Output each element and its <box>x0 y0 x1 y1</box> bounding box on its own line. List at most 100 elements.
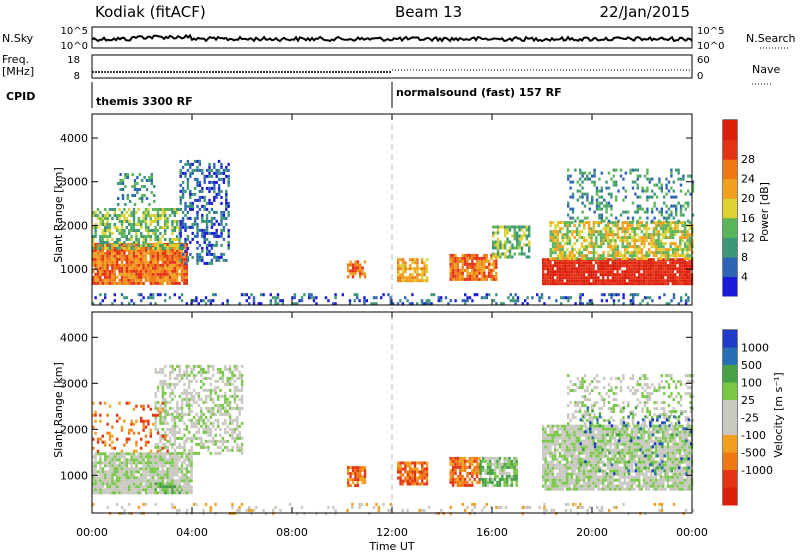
heatmap-cell <box>189 252 192 256</box>
heatmap-cell <box>421 473 424 477</box>
heatmap-cell <box>561 227 564 231</box>
heatmap-cell <box>185 391 189 395</box>
heatmap-cell <box>605 204 608 208</box>
heatmap-cell <box>159 458 162 462</box>
heatmap-cell <box>351 466 355 470</box>
heatmap-cell <box>164 412 167 416</box>
heatmap-cell <box>686 248 689 252</box>
heatmap-cell <box>556 245 560 249</box>
heatmap-cell <box>180 418 184 422</box>
heatmap-cell <box>612 293 616 297</box>
heatmap-cell <box>619 236 622 240</box>
heatmap-cell <box>193 216 197 220</box>
heatmap-cell <box>623 276 626 280</box>
heatmap-cell <box>413 482 417 486</box>
heatmap-cell <box>559 230 562 234</box>
heatmap-cell <box>201 213 204 217</box>
heatmap-cell <box>542 433 545 437</box>
heatmap-cell <box>677 302 680 306</box>
heatmap-cell <box>556 224 560 228</box>
heatmap-cell <box>161 263 164 267</box>
heatmap-cell <box>176 445 179 449</box>
heatmap-cell <box>178 451 181 455</box>
heatmap-cell <box>104 479 107 483</box>
heatmap-cell <box>515 459 518 463</box>
heatmap-cell <box>190 464 193 468</box>
heatmap-cell <box>159 272 162 276</box>
heatmap-cell <box>173 254 176 258</box>
heatmap-cell <box>495 293 498 297</box>
heatmap-cell <box>173 278 176 282</box>
heatmap-cell <box>166 269 169 273</box>
heatmap-cell <box>132 431 136 435</box>
heatmap-cell <box>148 176 151 179</box>
heatmap-cell <box>197 391 201 395</box>
heatmap-cell <box>409 482 412 486</box>
heatmap-cell <box>544 264 547 268</box>
heatmap-cell <box>471 253 474 257</box>
heatmap-cell <box>154 272 157 276</box>
heatmap-cell <box>195 451 198 455</box>
heatmap-cell <box>183 467 186 471</box>
heatmap-cell <box>308 296 311 300</box>
heatmap-cell <box>456 483 460 487</box>
heatmap-cell <box>185 458 188 462</box>
heatmap-cell <box>363 478 367 482</box>
heatmap-cell <box>135 269 138 273</box>
heatmap-cell <box>171 211 174 214</box>
heatmap-cell <box>154 455 157 459</box>
heatmap-cell <box>614 242 617 246</box>
heatmap-cell <box>164 485 167 489</box>
heatmap-cell <box>634 192 637 196</box>
heatmap-cell <box>111 254 114 258</box>
heatmap-cell <box>651 189 654 193</box>
heatmap-cell <box>575 273 578 277</box>
heatmap-cell <box>490 277 493 281</box>
heatmap-cell <box>123 296 126 300</box>
heatmap-cell <box>544 451 547 455</box>
heatmap-cell <box>423 267 426 271</box>
heatmap-cell <box>183 485 186 489</box>
heatmap-cell <box>525 243 528 247</box>
heatmap-cell <box>411 267 414 271</box>
heatmap-cell <box>173 211 176 214</box>
heatmap-cell <box>582 276 586 280</box>
heatmap-cell <box>667 224 670 228</box>
heatmap-cell <box>544 454 547 458</box>
heatmap-cell <box>675 195 678 199</box>
heatmap-cell <box>176 278 179 282</box>
heatmap-cell <box>168 491 172 495</box>
heatmap-cell <box>570 279 574 283</box>
heatmap-cell <box>686 236 689 240</box>
heatmap-cell <box>166 382 169 386</box>
heatmap-cell <box>99 458 102 462</box>
heatmap-cell <box>650 258 653 262</box>
heatmap-cell <box>185 394 189 398</box>
heatmap-cell <box>628 236 632 240</box>
heatmap-cell <box>262 293 265 297</box>
heatmap-cell <box>513 474 516 478</box>
heatmap-cell <box>130 257 133 261</box>
heatmap-cell <box>670 204 673 208</box>
heatmap-cell <box>513 252 516 256</box>
heatmap-cell <box>483 256 486 260</box>
heatmap-cell <box>662 267 665 271</box>
heatmap-cell <box>164 461 167 465</box>
heatmap-cell <box>180 461 184 465</box>
heatmap-cell <box>349 466 352 470</box>
heatmap-cell <box>485 265 488 269</box>
heatmap-cell <box>650 279 653 283</box>
heatmap-cell <box>224 391 227 395</box>
heatmap-cell <box>587 267 590 271</box>
heatmap-cell <box>669 258 672 262</box>
heatmap-cell <box>503 480 506 484</box>
heatmap-cell <box>113 458 116 462</box>
heatmap-cell <box>166 467 169 471</box>
heatmap-cell <box>125 244 128 247</box>
heatmap-cell <box>92 257 95 261</box>
heatmap-cell <box>607 219 611 223</box>
heatmap-cell <box>678 273 682 277</box>
heatmap-cell <box>674 279 677 283</box>
heatmap-cell <box>568 261 571 265</box>
heatmap-cell <box>640 230 644 234</box>
